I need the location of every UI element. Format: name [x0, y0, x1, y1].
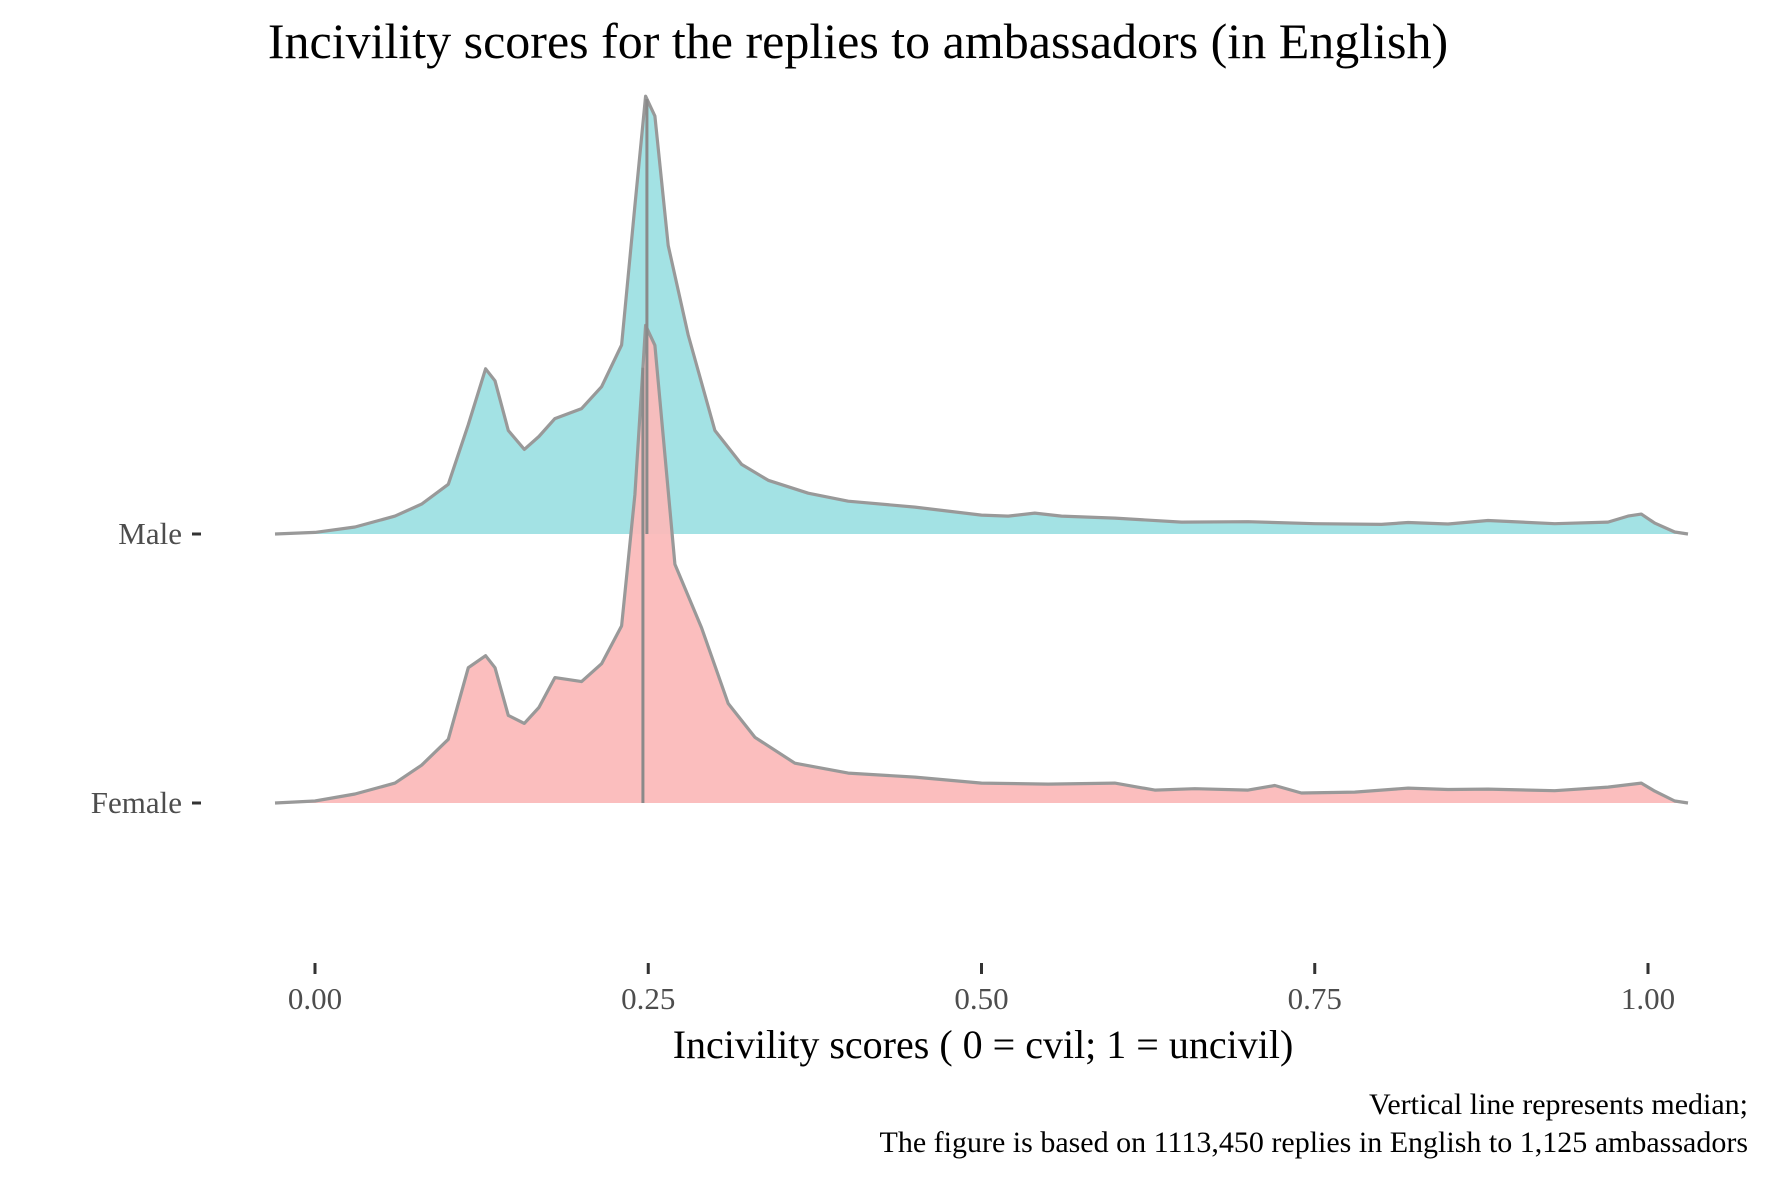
ridge-fill-male	[275, 96, 1688, 534]
y-tick-label-female: Female	[91, 785, 182, 820]
chart-title: Incivility scores for the replies to amb…	[268, 13, 1448, 69]
ridge-female	[274, 323, 1689, 805]
x-tick-label-4: 1.00	[1621, 981, 1675, 1016]
caption-line-2: The figure is based on 1113,450 replies …	[880, 1126, 1748, 1159]
x-axis: 0.00 0.25 0.50 0.75 1.00	[288, 963, 1675, 1016]
x-tick-label-2: 0.50	[954, 981, 1008, 1016]
median-layer	[641, 99, 649, 803]
ridge-outline-female	[274, 323, 1689, 805]
x-tick-label-3: 0.75	[1288, 981, 1342, 1016]
y-tick-label-male: Male	[118, 516, 182, 551]
y-axis: Female Male	[91, 516, 201, 820]
x-axis-title: Incivility scores ( 0 = cvil; 1 = uncivi…	[673, 1022, 1294, 1067]
x-tick-label-0: 0.00	[288, 981, 342, 1016]
ridge-male	[274, 94, 1689, 536]
caption-line-1: Vertical line represents median;	[1369, 1088, 1748, 1121]
ridge-fill-female	[275, 325, 1688, 803]
x-tick-label-1: 0.25	[621, 981, 675, 1016]
ridge-outline-male	[274, 94, 1689, 536]
ridges-layer	[274, 94, 1689, 805]
